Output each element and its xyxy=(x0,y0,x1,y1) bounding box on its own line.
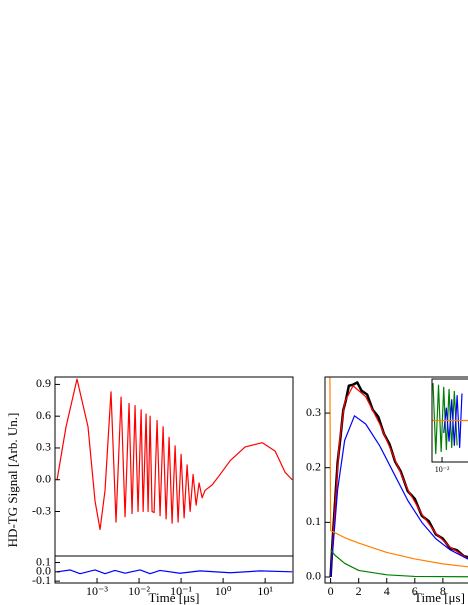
panel: 10⁻³ 10⁻² 10⁻¹ 10⁰ 10¹ 0.10.0-0.1 xyxy=(32,554,294,598)
y-tick-label: 0.9 xyxy=(36,376,51,390)
x-tick-label: 10⁻¹ xyxy=(170,584,192,598)
y-tick-label: 0.3 xyxy=(36,440,51,454)
data-line xyxy=(330,415,468,578)
x-tick-label: 4 xyxy=(384,584,390,598)
x-axis-title: Time [μs] xyxy=(414,590,465,605)
plot-area xyxy=(56,378,293,531)
data-line xyxy=(329,377,468,568)
y-tick-label: 0.2 xyxy=(306,459,321,473)
data-line xyxy=(56,569,293,575)
y-tick-label: 0.1 xyxy=(306,514,321,528)
x-tick-label: 8 xyxy=(440,584,446,598)
x-tick-label: 10⁰ xyxy=(215,584,232,598)
frame xyxy=(431,378,468,463)
x-tick-label: 0 xyxy=(328,584,334,598)
y-tick-label: 0.6 xyxy=(36,408,51,422)
plot-area xyxy=(329,377,468,578)
x-tick-label: 2 xyxy=(356,584,362,598)
y-tick-label: -0.3 xyxy=(32,503,51,517)
x-axis-title: Time [μs] xyxy=(149,590,200,605)
y-tick-label: -0.1 xyxy=(32,573,51,587)
frame xyxy=(54,555,294,584)
data-line xyxy=(330,385,468,578)
data-line xyxy=(56,378,293,531)
y-tick-label: 0.0 xyxy=(36,564,51,578)
data-line xyxy=(443,393,463,449)
y-tick-label: 0.0 xyxy=(36,471,51,485)
x-tick-label: 10¹ xyxy=(257,584,273,598)
x-tick-label: 10⁻² xyxy=(435,465,450,474)
x-tick-label: 6 xyxy=(412,584,418,598)
plot-area xyxy=(432,383,468,455)
y-tick-label: 0.3 xyxy=(306,405,321,419)
x-tick-label: 10⁻² xyxy=(128,584,150,598)
x-tick-label: 10⁻³ xyxy=(86,584,108,598)
panel: 10⁻² xyxy=(431,378,468,474)
y-axis-title: HD-TG Signal [Arb. Un.] xyxy=(5,413,20,548)
y-tick-label: 0.1 xyxy=(36,554,51,568)
frame xyxy=(324,376,468,584)
y-tick-label: 0.0 xyxy=(306,569,321,583)
plot-area xyxy=(56,569,293,575)
panel: 0 2 4 6 8 0.3 0.2 0.1 0.0 xyxy=(306,376,468,598)
data-line xyxy=(330,549,468,578)
panel: 0.9 0.6 0.3 0.0 -0.3 xyxy=(32,376,294,557)
